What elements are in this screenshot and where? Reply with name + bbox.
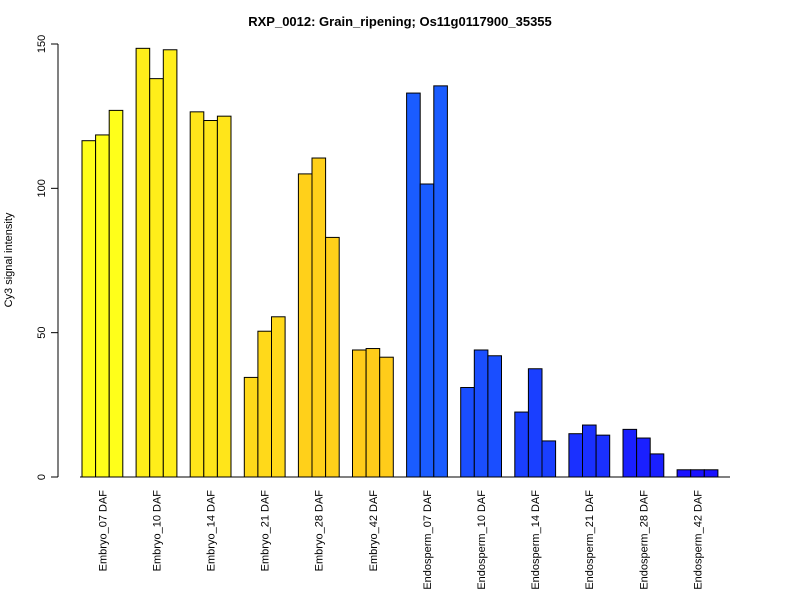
bar [162,49,178,478]
bar [243,376,259,478]
bar [473,349,489,478]
bar [636,437,651,478]
x-tick-label: Embryo_21 DAF [260,490,272,572]
x-tick-label: Endosperm_14 DAF [530,490,542,590]
x-tick-label: Endosperm_21 DAF [584,490,596,590]
x-tick-label: Endosperm_07 DAF [422,490,434,590]
bar [81,140,97,478]
bar [595,434,611,478]
bar [325,236,340,478]
bar [419,183,435,478]
x-tick-label: Embryo_07 DAF [97,490,109,572]
bar [311,157,327,478]
x-tick-label: Endosperm_28 DAF [638,490,650,590]
y-tick-label: 150 [36,35,48,53]
y-axis-label: Cy3 signal intensity [3,212,15,307]
bar [216,115,232,478]
y-tick-label: 50 [36,327,48,339]
bar [703,469,719,478]
bar [460,387,475,478]
chart-title: RXP_0012: Grain_ripening; Os11g0117900_3… [248,14,552,29]
bar [365,348,381,478]
x-tick-label: Embryo_10 DAF [151,490,163,572]
bar [95,134,110,478]
bar [149,78,164,478]
bar [271,316,286,478]
bar [257,330,272,478]
bar [189,111,205,478]
bar [541,440,557,478]
bar [582,424,597,478]
category-labels: Embryo_07 DAF Embryo_10 DAF Embryo_14 DAF E… [97,490,704,590]
bar [352,349,367,478]
bar [568,433,584,478]
bar [527,368,543,478]
bar [622,428,638,478]
bar [433,85,448,478]
bar [690,469,705,478]
bar [379,356,394,478]
y-tick-label: 100 [36,179,48,197]
y-tick-label: 0 [36,474,48,480]
y-axis: 0 50 100 150 [36,35,59,480]
x-tick-label: Endosperm_10 DAF [476,490,488,590]
bar [406,92,421,478]
x-tick-label: Embryo_28 DAF [314,490,326,572]
bar [487,355,502,478]
x-tick-label: Embryo_42 DAF [368,490,380,572]
bar [108,109,124,478]
x-tick-label: Embryo_14 DAF [205,490,217,572]
bar-series [81,47,719,478]
bar [514,411,529,478]
x-tick-label: Endosperm_42 DAF [692,490,704,590]
bar [676,469,692,478]
bar [203,120,218,478]
bar [135,47,151,478]
bar [297,173,313,478]
bar [649,453,665,478]
